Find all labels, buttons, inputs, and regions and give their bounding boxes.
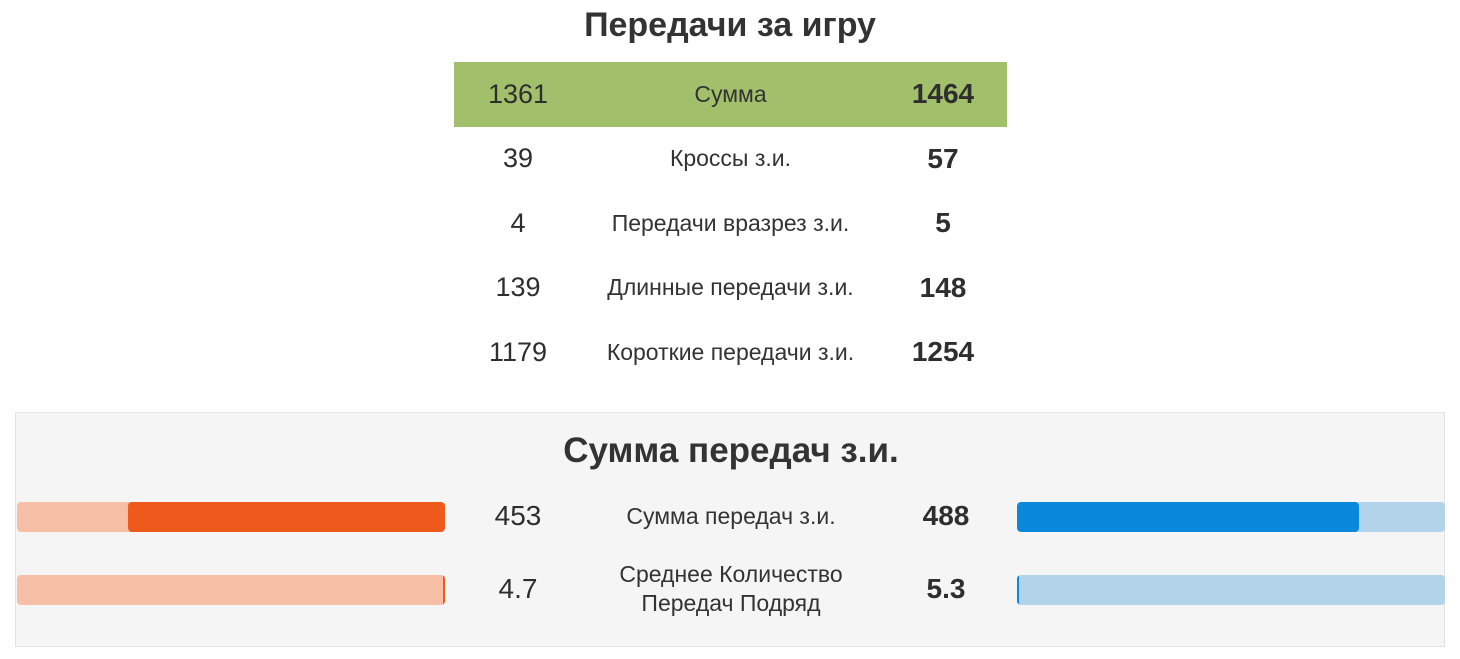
right-value: 57 <box>927 142 959 174</box>
right-bar-fill <box>1017 575 1020 605</box>
passes-per-game-title: Передачи за игру <box>584 6 876 44</box>
left-value: 4.7 <box>498 573 538 604</box>
row-label-line1: Среднее Количество <box>619 561 843 587</box>
right-value: 5.3 <box>926 573 966 604</box>
row-label: Передачи вразрез з.и. <box>611 209 850 236</box>
row-label-line2: Передач Подряд <box>641 590 821 616</box>
left-value: 453 <box>494 500 542 531</box>
left-value: 1179 <box>488 336 548 367</box>
left-bar-fill <box>128 502 445 532</box>
table-row-crosses: 39 Кроссы з.и. 57 <box>454 127 1007 192</box>
table-row-total: 1361 Сумма 1464 <box>454 62 1007 127</box>
passes-per-game-table: 1361 Сумма 1464 39 Кроссы з.и. 57 4 Пере… <box>454 62 1007 385</box>
left-value: 4 <box>510 207 526 238</box>
right-value: 1254 <box>911 336 975 368</box>
left-value: 39 <box>502 143 534 174</box>
table-row-through-balls: 4 Передачи вразрез з.и. 5 <box>454 191 1007 256</box>
row-label-multiline: Среднее Количество Передач Подряд <box>581 560 881 618</box>
left-comparison-bar <box>17 575 445 605</box>
row-label: Короткие передачи з.и. <box>606 338 855 365</box>
right-comparison-bar <box>1017 502 1445 532</box>
right-bar-fill <box>1017 502 1360 532</box>
left-bar-fill <box>442 575 445 605</box>
right-comparison-bar <box>1017 575 1445 605</box>
right-value: 1464 <box>911 78 975 110</box>
right-value: 488 <box>922 500 970 531</box>
completed-passes-panel: Сумма передач з.и. 453 Сумма передач з.и… <box>15 412 1445 647</box>
row-label: Длинные передачи з.и. <box>607 274 854 301</box>
table-row-long-passes: 139 Длинные передачи з.и. 148 <box>454 256 1007 321</box>
right-value: 148 <box>919 271 967 303</box>
left-comparison-bar <box>17 502 445 532</box>
right-value: 5 <box>935 207 951 239</box>
completed-passes-title: Сумма передач з.и. <box>563 431 899 470</box>
row-label: Сумма <box>694 80 767 107</box>
left-value: 139 <box>495 272 541 303</box>
row-label: Кроссы з.и. <box>669 145 792 172</box>
left-value: 1361 <box>487 78 549 109</box>
table-row-short-passes: 1179 Короткие передачи з.и. 1254 <box>454 320 1007 385</box>
row-label: Сумма передач з.и. <box>626 503 836 529</box>
